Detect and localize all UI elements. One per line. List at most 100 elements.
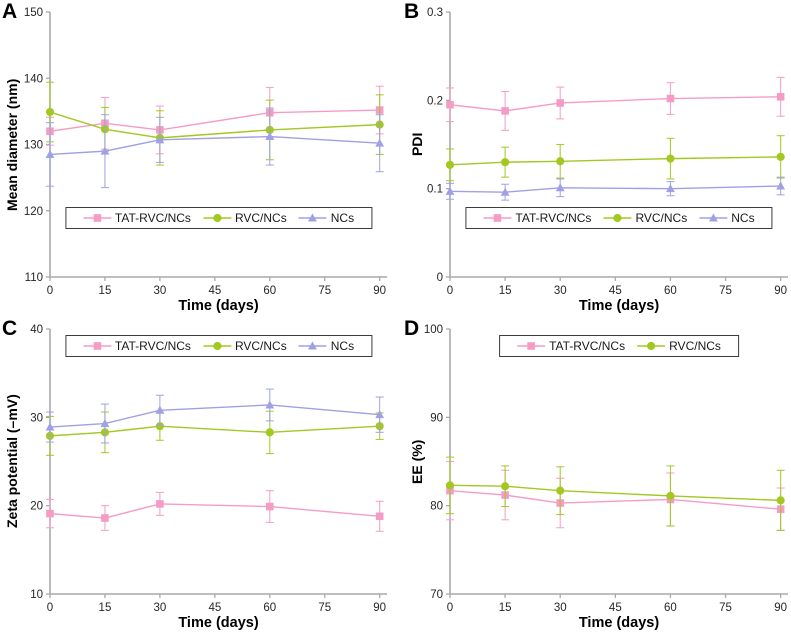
x-tick-label: 0	[447, 602, 453, 614]
line-chart-pdi: 0 0.1 0.2 0.3 0 15 30 45 60 75 90	[427, 7, 788, 297]
y-tick-label: 120	[24, 206, 43, 218]
x-tick-label: 90	[373, 602, 386, 614]
y-tick-label: 30	[30, 412, 43, 424]
x-tick-label: 15	[99, 285, 112, 297]
y-axis-title: EE (%)	[409, 439, 425, 484]
x-tick-label: 90	[774, 285, 787, 297]
y-tick-label: 10	[30, 589, 43, 601]
legend-square-icon	[82, 342, 111, 350]
x-tick-label: 30	[153, 285, 166, 297]
series-ncs	[445, 176, 786, 201]
legend-item-tat-rvc-ncs: TAT-RVC/NCs	[483, 211, 591, 225]
y-tick-label: 20	[30, 501, 43, 513]
series-tat-rvc-ncs	[446, 76, 785, 131]
panel-letter-b: B	[404, 0, 420, 23]
x-tick-label: 0	[447, 285, 453, 297]
y-tick-label: 100	[424, 324, 443, 336]
legend-item-rvc-ncs: RVC/NCs	[637, 339, 721, 353]
legend: TAT-RVC/NCs RVC/NCs NCs	[465, 207, 773, 229]
x-axis-title: Time (days)	[578, 298, 660, 314]
x-tick-label: 15	[499, 285, 512, 297]
y-tick-label: 140	[24, 73, 43, 85]
series-tat-rvc-ncs	[446, 460, 785, 531]
legend-label: TAT-RVC/NCs	[114, 339, 191, 353]
series-rvc-ncs	[45, 410, 384, 456]
x-tick-label: 45	[609, 285, 622, 297]
legend-square-icon	[517, 342, 546, 350]
series-rvc-ncs	[445, 456, 785, 531]
x-tick-label: 60	[263, 285, 276, 297]
x-tick-label: 30	[554, 285, 567, 297]
panel-letter-d: D	[404, 317, 420, 340]
legend-item-rvc-ncs: RVC/NCs	[202, 211, 287, 225]
legend-label: RVC/NCs	[234, 211, 287, 225]
y-tick-label: 0	[437, 272, 443, 284]
x-tick-label: 75	[318, 285, 331, 297]
line-chart-mean-diameter: 110 120 130 140 150 0 15 30 45 60 75 90	[24, 7, 387, 297]
x-tick-label: 45	[208, 602, 221, 614]
x-tick-label: 45	[208, 285, 221, 297]
x-tick-label: 15	[499, 602, 512, 614]
x-tick-label: 90	[774, 602, 787, 614]
series-ncs	[45, 107, 385, 189]
x-tick-label: 90	[373, 285, 386, 297]
legend-label: RVC/NCs	[234, 339, 287, 353]
legend-label: TAT-RVC/NCs	[549, 339, 626, 353]
series-ncs	[45, 388, 385, 444]
x-tick-label: 30	[554, 602, 567, 614]
legend-label: TAT-RVC/NCs	[114, 211, 191, 225]
legend: TAT-RVC/NCs RVC/NCs	[499, 335, 739, 357]
legend-item-ncs: NCs	[298, 211, 354, 225]
legend-circle-icon	[202, 213, 231, 223]
legend-circle-icon	[603, 213, 632, 223]
panel-a-mean-diameter: A Mean diameter (nm) 110 120 130 140 150 0 15 3…	[0, 0, 396, 317]
x-tick-label: 30	[153, 602, 166, 614]
y-tick-label: 90	[430, 412, 443, 424]
legend-circle-icon	[637, 341, 666, 351]
y-tick-label: 110	[25, 272, 43, 284]
series-tat-rvc-ncs	[46, 85, 384, 155]
y-axis-title: PDI	[409, 132, 425, 157]
y-axis-title: Zeta potential (–mV)	[4, 394, 20, 529]
x-tick-label: 60	[263, 602, 276, 614]
panel-b-pdi: B PDI 0 0.1 0.2 0.3 0 15 30 45 60 75 90 TAT-RVC/NC…	[395, 0, 791, 317]
y-tick-label: 40	[30, 324, 43, 336]
x-tick-label: 0	[47, 602, 53, 614]
legend-square-icon	[82, 214, 111, 222]
legend-label: NCs	[330, 339, 355, 353]
legend-item-ncs: NCs	[298, 339, 355, 353]
legend-label: RVC/NCs	[669, 339, 721, 353]
legend-item-ncs: NCs	[699, 211, 755, 225]
series-tat-rvc-ncs	[46, 490, 384, 532]
x-tick-label: 15	[99, 602, 112, 614]
y-axis-title: Mean diameter (nm)	[4, 78, 20, 211]
legend-item-tat-rvc-ncs: TAT-RVC/NCs	[82, 339, 191, 353]
legend-circle-icon	[202, 341, 231, 351]
x-tick-label: 0	[47, 285, 53, 297]
y-tick-label: 80	[430, 501, 443, 513]
x-tick-label: 60	[664, 602, 677, 614]
y-tick-label: 0.2	[427, 95, 443, 107]
panel-c-zeta-potential: C Zeta potential (–mV) 10 20 30 40 0 15 30 45 60…	[0, 317, 396, 634]
x-tick-label: 75	[719, 285, 732, 297]
legend-label: TAT-RVC/NCs	[515, 211, 592, 225]
panel-d-ee: D EE (%) 70 80 90 100 0 15 30 45 60 75 90 TAT-RVC/…	[395, 317, 791, 634]
y-tick-label: 130	[24, 140, 43, 152]
panel-letter-c: C	[2, 317, 18, 340]
line-chart-ee: 70 80 90 100 0 15 30 45 60 75 90	[424, 324, 788, 614]
x-axis-title: Time (days)	[578, 615, 660, 631]
x-axis-title: Time (days)	[178, 298, 259, 314]
legend-triangle-icon	[699, 213, 728, 222]
x-tick-label: 45	[609, 602, 622, 614]
series-rvc-ncs	[445, 135, 785, 182]
legend-item-rvc-ncs: RVC/NCs	[202, 339, 287, 353]
y-tick-label: 0.3	[427, 7, 443, 19]
legend: TAT-RVC/NCs RVC/NCs NCs	[64, 207, 373, 229]
y-tick-label: 0.1	[427, 184, 443, 196]
legend-square-icon	[483, 214, 512, 222]
legend-item-tat-rvc-ncs: TAT-RVC/NCs	[82, 211, 191, 225]
y-tick-label: 150	[24, 7, 43, 19]
series-rvc-ncs	[45, 81, 384, 166]
legend-label: RVC/NCs	[635, 211, 688, 225]
